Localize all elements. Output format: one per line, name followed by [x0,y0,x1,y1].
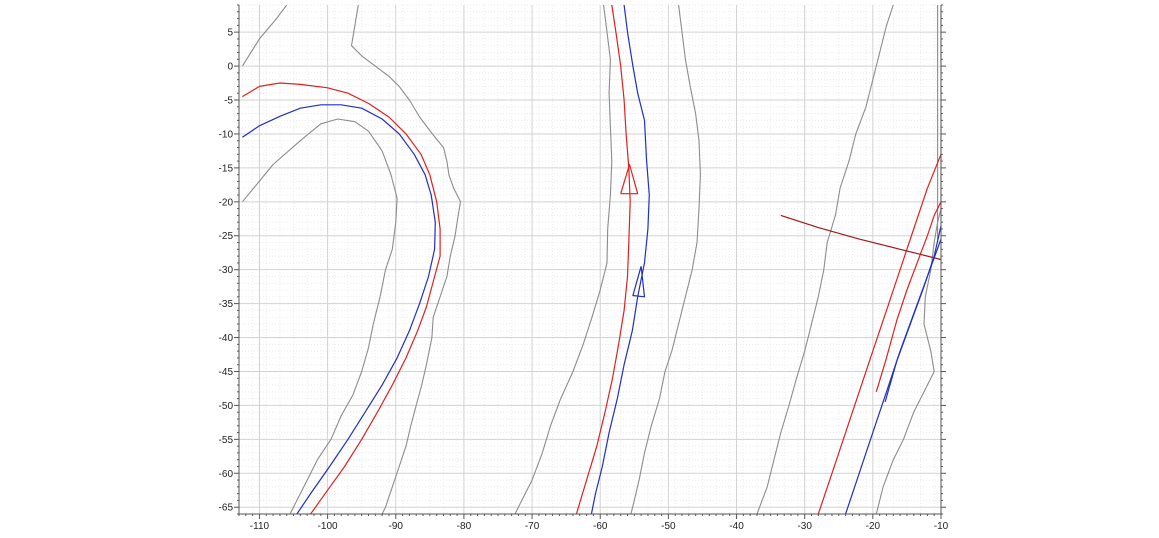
y-tick-label: 0 [227,62,233,73]
tick-layer [234,4,946,519]
tick-labels: -110 -100 -90 -80 -70 -60 -50 -40 -30 -20 -10 5 0 -5 -… [219,28,949,532]
series-line-blue [590,5,650,514]
y-tick-label: -15 [219,163,234,174]
x-tick-label: -100 [318,521,338,532]
series-line-red [817,154,941,514]
series-line-boundary [241,5,288,67]
series-line-boundary [756,5,894,514]
series-line-boundary [241,118,398,514]
series-line-blue [632,266,646,298]
x-tick-label: -40 [729,521,744,532]
series-line-boundary [514,5,613,514]
series-line-blue [242,104,436,514]
series-line-boundary [630,5,701,514]
x-tick-label: -90 [389,521,404,532]
x-tick-label: -50 [661,521,676,532]
y-tick-label: -5 [224,96,233,107]
x-tick-label: -70 [525,521,540,532]
x-tick-label: -60 [593,521,608,532]
series-layer [241,5,941,514]
plot-frame [238,5,942,515]
y-tick-label: -30 [219,265,234,276]
y-tick-label: -20 [219,197,234,208]
series-line-darkred [780,214,941,261]
x-tick-label: -10 [934,521,949,532]
y-tick-label: 5 [227,28,233,39]
x-tick-label: -110 [250,521,270,532]
y-tick-label: -50 [219,401,234,412]
y-tick-label: -25 [219,231,234,242]
series-line-red [620,163,639,195]
x-tick-label: -30 [797,521,812,532]
series-line-red [875,201,941,392]
y-tick-label: -40 [219,333,234,344]
grid [238,4,942,515]
y-tick-label: -35 [219,299,234,310]
series-line-red [575,5,631,514]
series-line-boundary [875,5,941,514]
series-line-boundary [350,5,462,514]
y-tick-label: -60 [219,469,234,480]
y-tick-label: -65 [219,503,234,514]
y-tick-label: -55 [219,435,234,446]
series-line-red [242,82,441,514]
y-tick-label: -10 [219,129,234,140]
x-tick-label: -80 [457,521,472,532]
y-tick-label: -45 [219,367,234,378]
series-line-blue [884,225,941,403]
x-tick-label: -20 [866,521,881,532]
